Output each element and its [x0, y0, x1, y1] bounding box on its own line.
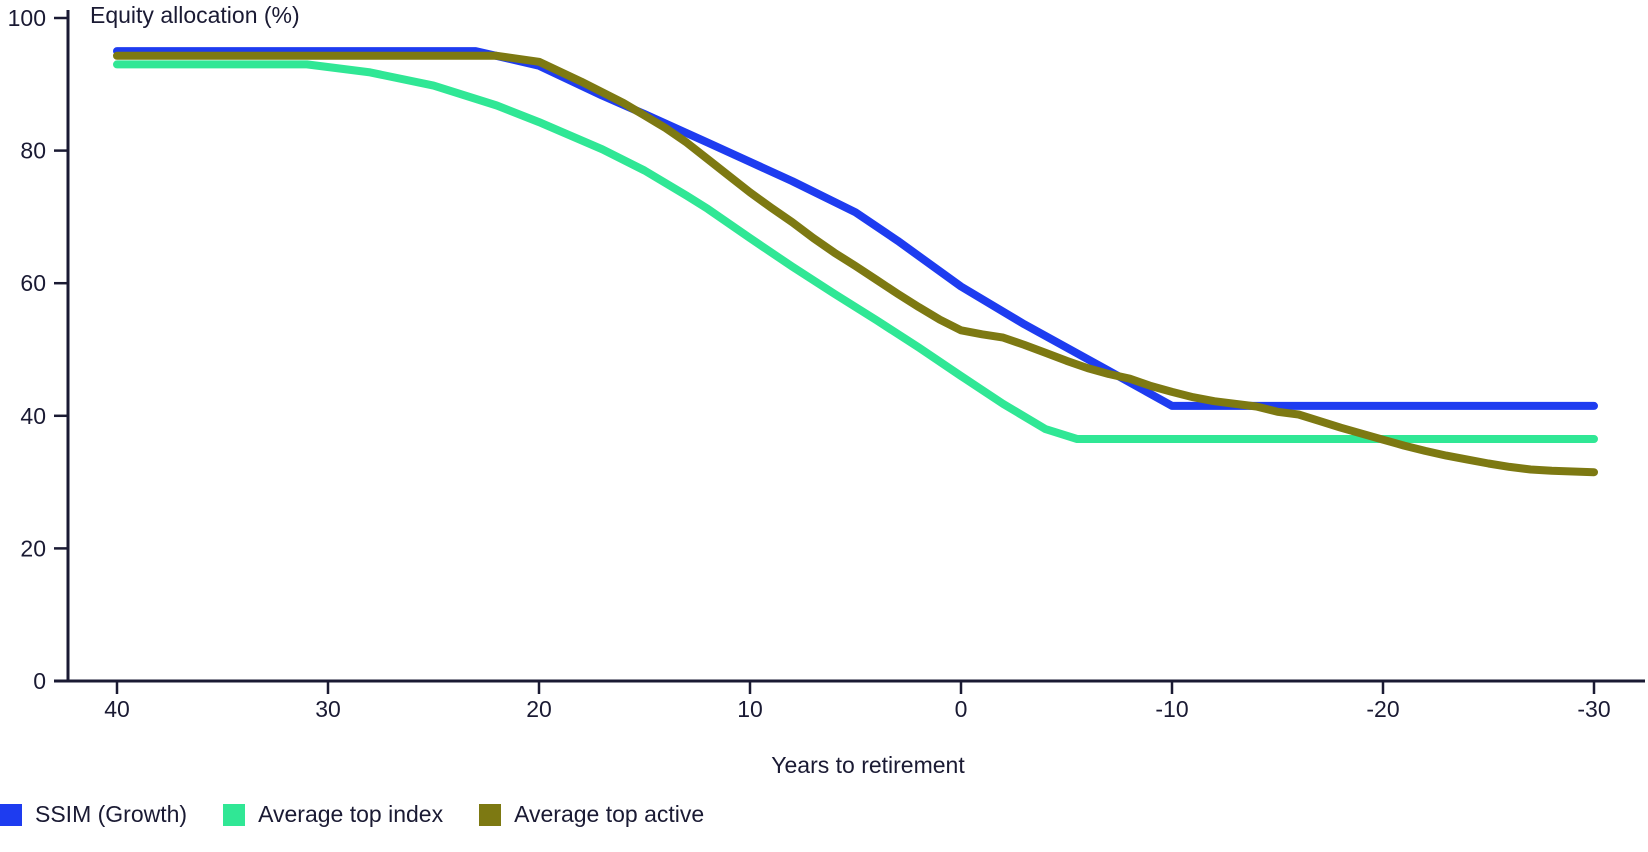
y-tick-label: 80 [20, 138, 46, 164]
x-tick-label: 10 [737, 696, 763, 722]
legend-swatch-ssim-growth [0, 803, 22, 826]
series-line-average-top-active [113, 51, 1598, 477]
x-tick-label: 0 [955, 696, 968, 722]
y-tick-label: 20 [20, 535, 46, 561]
legend-item-average-top-active: Average top active [479, 801, 704, 828]
y-tick-label: 0 [33, 668, 46, 694]
y-tick-label: 100 [8, 5, 46, 31]
x-tick-label: -20 [1366, 696, 1399, 722]
x-tick-label: 30 [315, 696, 341, 722]
x-tick-label: -10 [1155, 696, 1188, 722]
series-line-ssim-growth [113, 47, 1598, 410]
chart-title: Equity allocation (%) [90, 2, 300, 28]
x-axis-label: Years to retirement [771, 752, 965, 778]
legend-item-average-top-index: Average top index [223, 801, 443, 828]
y-tick-label: 40 [20, 403, 46, 429]
legend-swatch-average-top-index [223, 803, 246, 826]
x-tick-label: -30 [1577, 696, 1610, 722]
legend-label: Average top index [258, 801, 444, 827]
series-line-average-top-index [113, 60, 1598, 443]
legend-label: Average top active [514, 801, 705, 827]
y-tick-label: 60 [20, 270, 46, 296]
x-tick-label: 40 [104, 696, 130, 722]
legend-item-ssim-growth: SSIM (Growth) [0, 801, 187, 828]
x-tick-label: 20 [526, 696, 552, 722]
legend-label: SSIM (Growth) [35, 801, 188, 827]
legend-swatch-average-top-active [479, 803, 502, 826]
legend: SSIM (Growth) Average top index Average to… [0, 801, 704, 828]
